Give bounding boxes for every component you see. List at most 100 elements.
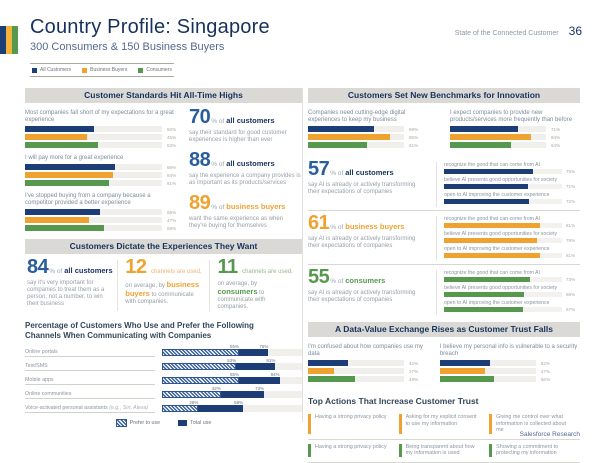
bar-track	[444, 184, 562, 189]
stat-segment: business buyers	[345, 222, 405, 231]
section-banner-standards: Customer Standards Hit All-Time Highs	[25, 88, 302, 103]
bar-all-customers	[25, 164, 116, 170]
page-title: Country Profile: Singapore	[30, 16, 270, 38]
stat-callout-88: 88% of all customers say the experience a…	[189, 150, 302, 187]
bar-consumers	[25, 180, 109, 186]
ai-bar-item: recognize the good that can come from AI…	[444, 162, 580, 174]
channel-row: Online communities 42% 73%	[25, 386, 302, 401]
ai-bar-label: recognize the good that can come from AI	[444, 270, 541, 276]
legend-label: Business Buyers	[90, 67, 128, 73]
bar-business-buyers	[308, 134, 390, 140]
bar-track	[25, 209, 162, 215]
bar-value: 71%	[566, 184, 576, 189]
bar-group: I expect companies to provide new produc…	[450, 110, 580, 150]
stat-desc: want the same experience as when they're…	[189, 216, 284, 229]
bar-value: 45%	[167, 134, 177, 140]
accent-bar	[489, 414, 493, 434]
bar-value: 85%	[409, 134, 419, 140]
total-swatch	[178, 420, 188, 426]
stat-segment: all customers	[64, 266, 113, 275]
ai-bar-label: recognize the good that can come from AI	[444, 162, 541, 168]
accent-bar	[308, 414, 311, 434]
right-column: Customers Set New Benchmarks for Innovat…	[308, 88, 580, 463]
bar-value: 68%	[566, 292, 576, 297]
bar-consumers	[308, 142, 367, 148]
ai-bar-item: believe AI presents good opportunities f…	[444, 231, 580, 243]
stat-segment: consumers	[345, 276, 386, 285]
bar-value: 52%	[540, 360, 551, 366]
header-right: State of the Connected Customer 36	[455, 24, 582, 38]
legend-label: All Customers	[40, 67, 72, 73]
business-buyers-swatch	[82, 67, 88, 73]
top-action-item: Being transparent about how my informati…	[398, 440, 490, 463]
bar-value: 61%	[167, 180, 177, 186]
stat-number: 89	[189, 192, 211, 214]
stat-segment: all customers	[345, 168, 394, 177]
ai-bars: recognize the good that can come from AI…	[436, 162, 580, 207]
bar-all-customers	[308, 360, 349, 366]
stat-segment: all customers	[226, 159, 275, 168]
ai-bar-item: recognize the good that can come from AI…	[444, 270, 580, 282]
top-action-item: Having a strong privacy policy	[308, 440, 399, 463]
ai-bar-label: believe AI presents good opportunities f…	[444, 285, 558, 291]
ai-bars: recognize the good that can come from AI…	[436, 270, 580, 315]
bar-track	[308, 360, 404, 366]
bar-value: 79%	[566, 238, 576, 243]
ai-bars: recognize the good that can come from AI…	[436, 216, 580, 261]
bar-track	[25, 134, 162, 140]
prefer-value: 26%	[189, 400, 199, 405]
question-text: I believe my personal info is vulnerable…	[439, 344, 578, 357]
bar-track	[25, 217, 162, 223]
innovation-bar-charts: Companies need cutting-edge digital expe…	[308, 110, 580, 157]
channels-chart: Online portals 55% 76% Text/SMS 53% 81%	[25, 344, 302, 427]
question-text: Companies need cutting-edge digital expe…	[308, 110, 406, 123]
bar-track	[439, 376, 536, 382]
top-action-text: Being transparent about how my informati…	[405, 443, 475, 457]
ai-bar-item: believe AI presents good opportunities f…	[444, 177, 580, 189]
stat-pct: % of	[49, 268, 63, 275]
section-banner-dictate: Customers Dictate the Experiences They W…	[25, 239, 302, 254]
stat-callout-12: 12 channels are used, on average, by bus…	[117, 257, 209, 311]
legend-consumers: Consumers	[138, 67, 172, 73]
top-action-text: Showing a commitment to protecting my in…	[496, 443, 559, 457]
bar-all-customers	[450, 126, 519, 132]
accent-bar	[489, 443, 493, 457]
channel-row: Online portals 55% 76%	[25, 344, 302, 359]
bar-track	[439, 360, 536, 366]
ai-bar-item: open to AI improving the customer experi…	[444, 192, 580, 204]
ai-bar	[444, 184, 528, 189]
top-action-item: Having a strong privacy policy	[308, 410, 399, 440]
stat-callout-89: 89% of business buyers want the same expe…	[189, 193, 302, 230]
column-divider	[302, 88, 303, 422]
stat-callout-57: 57% of all customers say AI is already or…	[308, 159, 436, 207]
ai-bar-label: believe AI presents good opportunities f…	[444, 231, 558, 237]
bar-value: 58%	[167, 225, 177, 231]
stat-pct: % of	[211, 161, 225, 168]
bar-value: 66%	[167, 164, 177, 170]
prefer-value: 53%	[227, 358, 237, 363]
bar-value: 47%	[167, 217, 177, 223]
stat-segment: all customers	[226, 116, 275, 125]
stat-pct: % of	[211, 204, 225, 211]
bar-all-customers	[25, 209, 101, 215]
bar-business-buyers	[439, 368, 485, 374]
top-action-text: Giving me control over what information …	[496, 414, 566, 433]
stat-pct: % of	[330, 224, 344, 231]
bar-value: 71%	[551, 126, 561, 132]
all-customers-swatch	[32, 67, 37, 73]
total-use-bar	[162, 405, 244, 412]
question-text: I'm confused about how companies use my …	[308, 344, 423, 357]
ai-row-consumers: 55% of consumers say AI is already or act…	[308, 264, 580, 318]
ai-row-business-buyers: 61% of business buyers say AI is already …	[308, 210, 580, 264]
top-action-text: Having a strong privacy policy	[315, 443, 387, 450]
bar-track	[444, 307, 562, 312]
legend-business-buyers: Business Buyers	[82, 67, 127, 73]
dictate-callouts: 84% of all customers say it's very import…	[25, 257, 302, 311]
stat-lead: channels are used,	[150, 269, 202, 275]
bar-group: I've stopped buying from a company becau…	[25, 193, 185, 231]
prefer-to-use-bar	[162, 405, 199, 412]
bar-track	[444, 199, 562, 204]
ai-bar	[444, 277, 531, 282]
stat-pct: % of	[330, 170, 344, 177]
ai-bar-label: recognize the good that can come from AI	[444, 216, 541, 222]
